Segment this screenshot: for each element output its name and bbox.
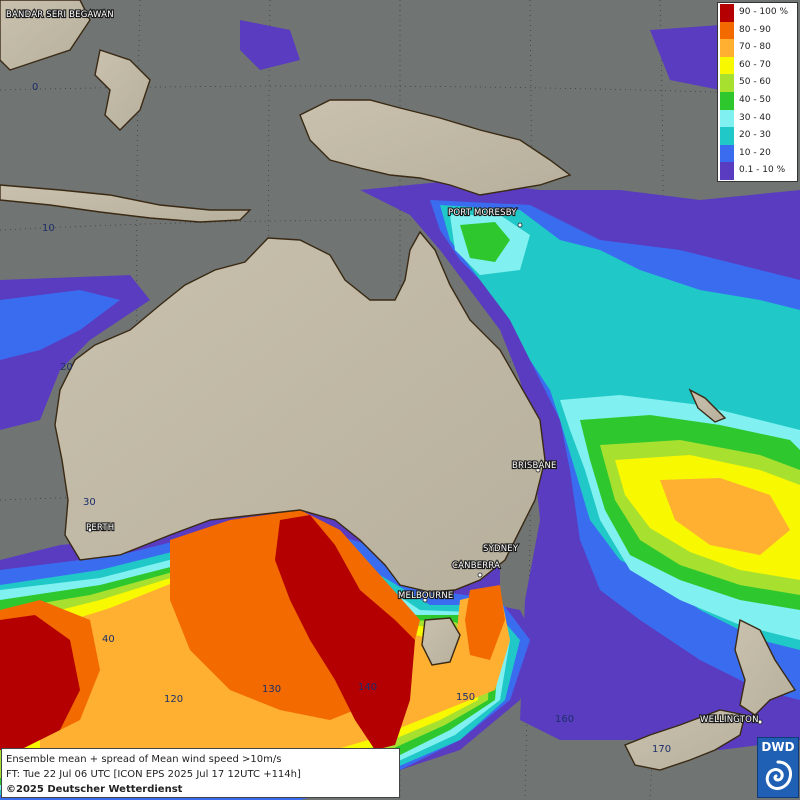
forecast-time: FT: Tue 22 Jul 06 UTC [ICON EPS 2025 Jul…: [6, 769, 301, 780]
legend-row: 0.1 - 10 %: [720, 162, 797, 180]
legend-swatch: [720, 4, 734, 22]
sulawesi-landmass: [94, 49, 151, 131]
grid-label-lon-160: 160: [555, 714, 574, 725]
legend-swatch: [720, 162, 734, 180]
city-label-sydney: SYDNEY: [483, 544, 519, 554]
legend-row: 50 - 60: [720, 74, 797, 92]
grid-label-lon-140: 140: [358, 682, 377, 693]
probability-legend: 90 - 100 % 80 - 90 70 - 80 60 - 70 50 - …: [717, 2, 798, 182]
city-label-port-moresby: PORT MORESBY: [448, 208, 517, 218]
legend-label: 90 - 100 %: [739, 7, 789, 17]
city-label-perth: PERTH: [86, 523, 114, 533]
legend-row: 30 - 40: [720, 109, 797, 128]
grid-label-lat-30: 30: [83, 497, 96, 508]
legend-label: 30 - 40: [739, 112, 771, 123]
grid-label-lon-170: 170: [652, 744, 671, 755]
legend-swatch: [720, 109, 734, 128]
borneo-landmass: [0, 0, 91, 71]
legend-row: 20 - 30: [720, 127, 797, 145]
legend-swatch: [720, 21, 734, 40]
legend-swatch: [720, 39, 734, 57]
legend-row: 10 - 20: [720, 144, 797, 163]
legend-label: 40 - 50: [739, 95, 771, 105]
legend-label: 60 - 70: [739, 59, 771, 70]
city-label-wellington: WELLINGTON: [700, 715, 759, 725]
dwd-logo-text: DWD: [761, 740, 795, 754]
legend-row: 40 - 50: [720, 92, 797, 110]
legend-label: 50 - 60: [739, 77, 771, 88]
city-labels: BANDAR SERI BEGAWAN PORT MORESBY BRISBAN…: [5, 9, 760, 726]
legend-label: 0.1 - 10 %: [739, 165, 786, 176]
grid-label-lat-40: 40: [102, 634, 115, 645]
nz-south-island: [624, 709, 746, 771]
dwd-logo: DWD: [757, 737, 799, 798]
grid-label-lon-150: 150: [456, 692, 475, 703]
legend-label: 80 - 90: [739, 24, 771, 35]
legend-row: 80 - 90: [720, 21, 797, 40]
city-label-bandar-seri-begawan: BANDAR SERI BEGAWAN: [6, 10, 114, 20]
australia-landmass: [54, 230, 546, 593]
tasmania-landmass: [421, 617, 461, 666]
grid-label-lat-0: 0: [32, 82, 38, 93]
grid-label-lon-120: 120: [164, 694, 183, 705]
grid-label-lat-20: 20: [60, 362, 73, 373]
legend-label: 20 - 30: [739, 130, 771, 141]
grid-labels: 0 10 20 30 40 120 130 140 150 160 170: [32, 82, 671, 755]
legend-swatch: [720, 92, 734, 110]
legend-swatch: [720, 56, 734, 75]
new-guinea-landmass: [299, 99, 572, 196]
legend-swatch: [720, 127, 734, 145]
legend-swatch: [720, 144, 734, 163]
indonesia-islands: [0, 184, 252, 223]
new-caledonia-landmass: [688, 388, 727, 423]
legend-row: 90 - 100 %: [720, 4, 797, 22]
land-masses: [0, 0, 797, 771]
city-label-melbourne: MELBOURNE: [398, 591, 453, 601]
legend-label: 10 - 20: [739, 147, 771, 158]
city-markers: [87, 222, 763, 725]
copyright-notice: ©2025 Deutscher Wetterdienst: [6, 784, 183, 795]
city-label-canberra: CANBERRA: [452, 561, 500, 571]
cyclone-icon: [765, 760, 792, 790]
legend-label: 70 - 80: [739, 42, 771, 53]
grid-label-lat-10: 10: [42, 223, 55, 234]
forecast-info-box: Ensemble mean + spread of Mean wind spee…: [1, 748, 400, 798]
nz-north-island: [734, 618, 797, 716]
city-label-brisbane: BRISBANE: [512, 461, 557, 471]
grid-label-lon-130: 130: [262, 684, 281, 695]
legend-row: 70 - 80: [720, 39, 797, 57]
legend-swatch: [720, 74, 734, 92]
product-description: Ensemble mean + spread of Mean wind spee…: [6, 754, 282, 765]
legend-row: 60 - 70: [720, 56, 797, 75]
